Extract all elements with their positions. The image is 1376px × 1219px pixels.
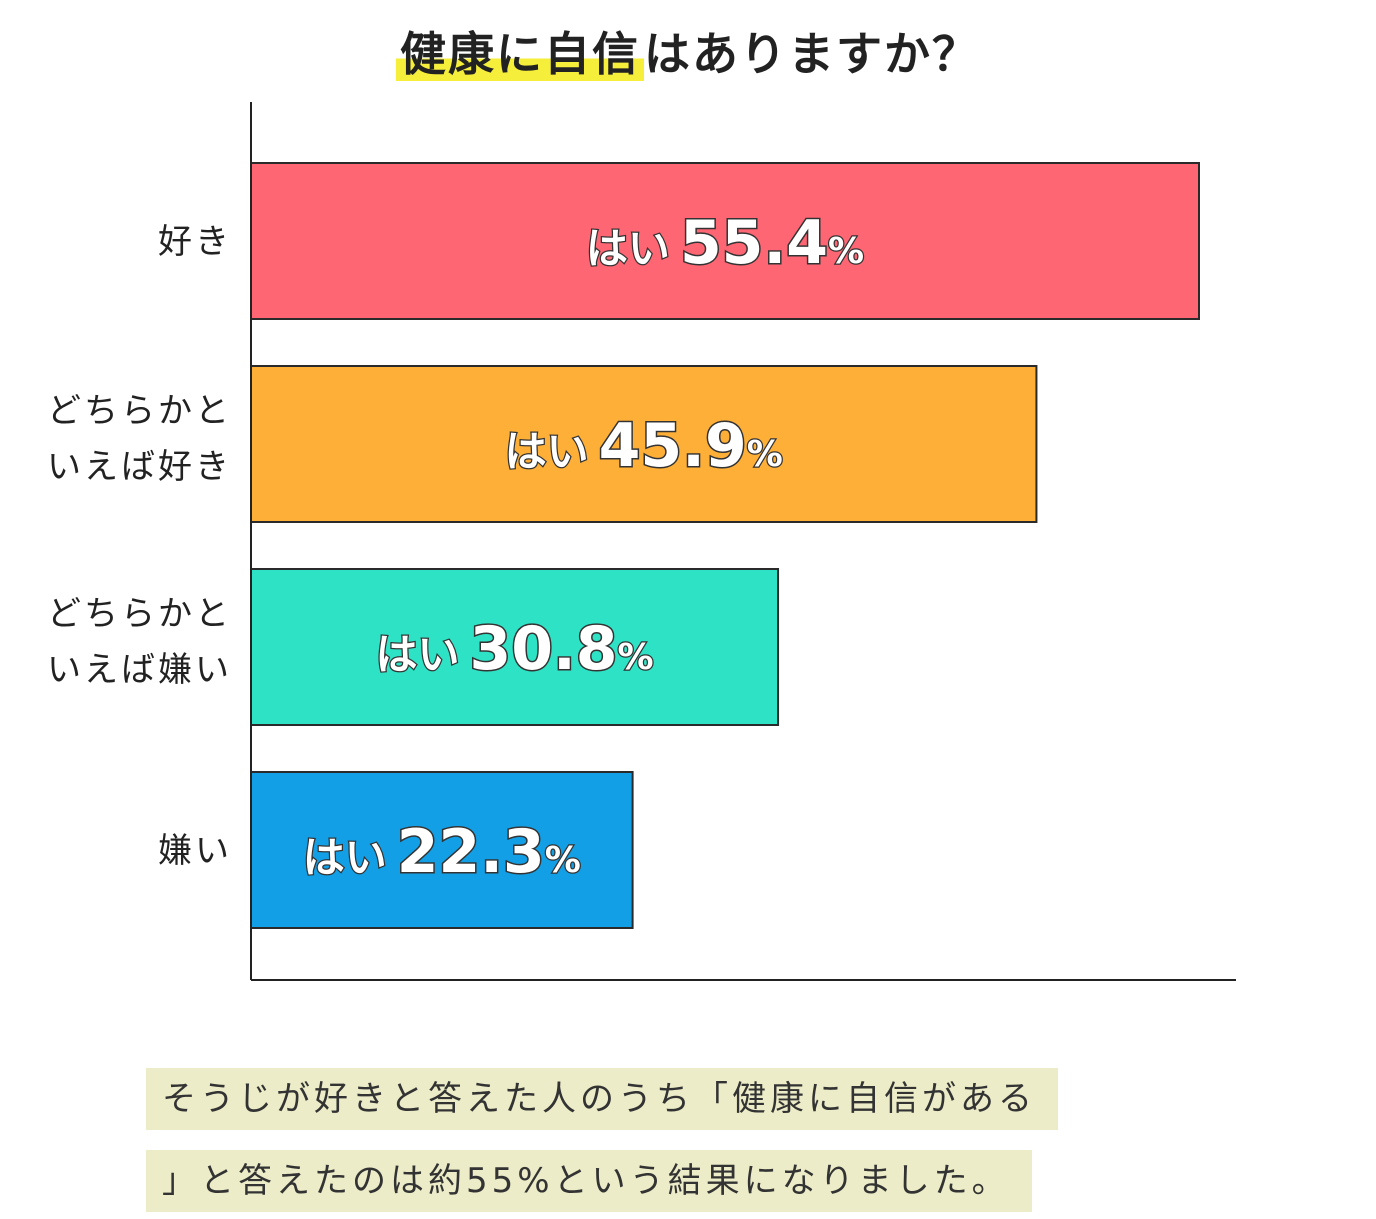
category-label-1-1: いえば好き: [47, 447, 232, 487]
bar-1: [250, 365, 1038, 523]
bar-value-unit-2: %: [618, 637, 654, 678]
bar-value-unit-1: %: [747, 434, 783, 475]
bar-value-prefix-1: はい: [505, 427, 589, 476]
chart-title-rest: はありますか？: [644, 27, 980, 81]
chart-title-highlight: 健康に自信: [396, 27, 644, 81]
bar-3: [250, 771, 634, 929]
category-label-0-0: 好き: [158, 222, 232, 262]
category-label-2-0: どちらかと: [47, 594, 232, 634]
bar-value-prefix-0: はい: [586, 224, 670, 273]
bar-value-label-3: はい 22.3%: [303, 817, 581, 887]
bar-value-prefix-2: はい: [375, 630, 459, 679]
category-label-2-1: いえば嫌い: [47, 650, 232, 690]
category-label-1-0: どちらかと: [47, 391, 232, 431]
bar-value-unit-3: %: [545, 840, 581, 881]
bar-2: [250, 568, 780, 726]
category-label-3-0: 嫌い: [158, 831, 232, 871]
bar-value-number-1: 45.9: [599, 411, 747, 481]
bar-value-number-2: 30.8: [469, 614, 617, 684]
bar-0: [250, 162, 1200, 320]
bar-value-label-2: はい 30.8%: [375, 614, 653, 684]
bar-value-unit-0: %: [828, 231, 864, 272]
bar-value-label-0: はい 55.4%: [586, 208, 864, 278]
caption-line-2: 」と答えたのは約55%という結果になりました。: [146, 1150, 1032, 1212]
chart-title: 健康に自信はありますか？: [0, 18, 1376, 84]
caption-line-1: そうじが好きと答えた人のうち「健康に自信がある: [146, 1068, 1058, 1130]
bar-value-label-1: はい 45.9%: [505, 411, 783, 481]
bar-value-prefix-3: はい: [303, 833, 387, 882]
bar-value-number-3: 22.3: [397, 817, 545, 887]
bar-value-number-0: 55.4: [680, 208, 828, 278]
